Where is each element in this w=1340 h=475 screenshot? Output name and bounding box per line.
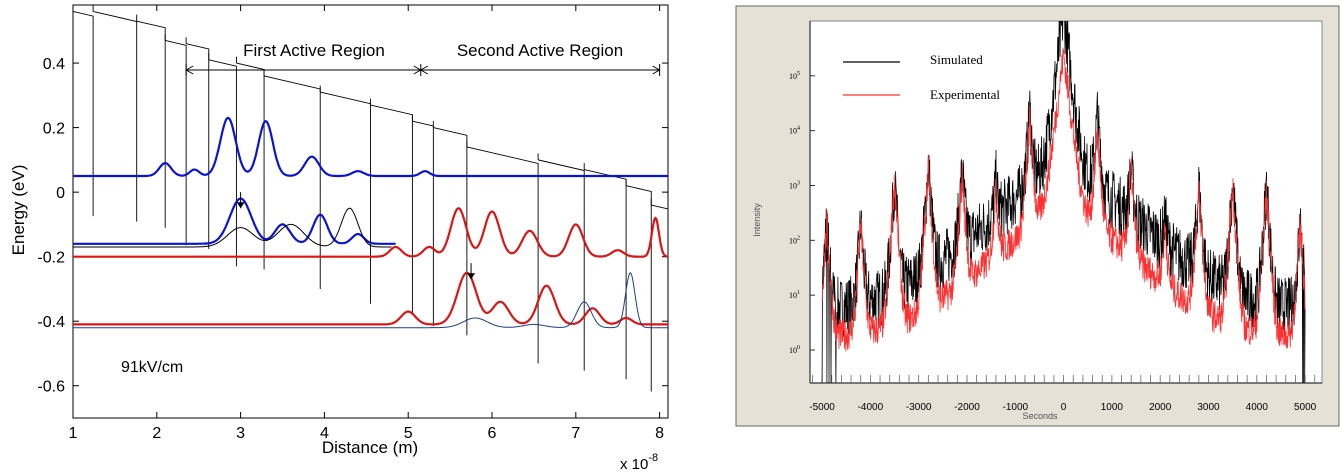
field-annotation: 91kV/cm (121, 359, 183, 376)
r-y-tick-label: 103 (789, 180, 800, 190)
conduction-band-segment (136, 14, 166, 228)
y-tick-label: -0.6 (37, 379, 65, 396)
r-x-tick-label: 1000 (1101, 402, 1124, 413)
conduction-band-segment (370, 98, 413, 315)
x-tick-label: 7 (571, 425, 580, 442)
transition-arrowhead (236, 202, 245, 209)
wavefunction-2 (73, 207, 392, 248)
conduction-band-segment (185, 37, 210, 249)
x-tick-label: 3 (236, 425, 245, 442)
r-x-tick-label: -4000 (858, 402, 884, 413)
r-y-tick-label: 105 (789, 71, 800, 81)
r-y-tick-label: 102 (789, 235, 800, 245)
r-x-tick-label: 2000 (1149, 402, 1172, 413)
r-x-tick-label: -5000 (809, 402, 835, 413)
conduction-band-segment (650, 198, 668, 409)
region-arrowhead (652, 65, 660, 75)
r-x-tick-label: -1000 (1002, 402, 1028, 413)
conduction-band-segment (432, 121, 468, 336)
conduction-band-segment (73, 5, 94, 217)
r-x-tick-label: 3000 (1197, 402, 1220, 413)
band-diagram-chart: 1 2 3 4 5 6 7 8 -0.6 -0.4 -0.2 0 0.2 0.4 First Active… (9, 4, 669, 473)
region-arrowhead (420, 65, 429, 75)
legend-simulated-label: Simulated (930, 52, 983, 67)
x-tick-label: 8 (655, 425, 664, 442)
y-tick-label: 0.2 (43, 121, 65, 138)
r-x-tick-label: -3000 (906, 402, 932, 413)
y-tick-label: 0.4 (43, 56, 65, 73)
r-y-tick-exponent: 1 (797, 290, 800, 296)
r-x-tick-label: 5000 (1294, 402, 1317, 413)
region-arrowhead (185, 65, 194, 75)
y-tick-label: -0.4 (37, 314, 65, 331)
wavefunction-1 (73, 197, 396, 245)
r-y-tick-label: 104 (789, 126, 800, 136)
r-y-tick-exponent: 3 (797, 180, 800, 186)
conduction-band-segment (235, 56, 265, 270)
x-tick-label: 5 (404, 425, 413, 442)
y-tick-label: -0.2 (37, 250, 65, 267)
x-multiplier-exponent: -8 (648, 452, 658, 464)
conduction-band-segment (164, 34, 187, 246)
r-y-tick-exponent: 2 (797, 235, 800, 241)
wavefunction-0 (73, 116, 668, 178)
y-axis-label: Energy (eV) (9, 165, 28, 256)
x-tick-label: 4 (320, 425, 329, 442)
r-y-tick-label: 100 (789, 345, 800, 355)
conduction-band-segment (208, 53, 237, 267)
wavefunction-4 (73, 271, 668, 326)
x-tick-label: 2 (152, 425, 161, 442)
r-y-tick-exponent: 5 (797, 71, 800, 77)
conduction-band-segment (466, 140, 539, 364)
conduction-band-segment (583, 163, 627, 380)
r-y-tick-exponent: 0 (797, 345, 800, 351)
x-tick-label: 6 (488, 425, 497, 442)
band-plot-area: 1 2 3 4 5 6 7 8 -0.6 -0.4 -0.2 0 0.2 0.4 (37, 4, 669, 442)
wavefunction-5 (73, 272, 668, 329)
r-x-axis-label: Seconds (1022, 411, 1058, 421)
x-multiplier-label: x 10-8 (620, 452, 658, 473)
first-region-label: First Active Region (243, 41, 385, 60)
intensity-plot-area: -5000 -4000 -3000 -2000 -1000 0 1000 2000 3000 40… (735, 5, 1340, 427)
band-content (73, 5, 668, 409)
transition-arrowhead (467, 273, 476, 280)
x-axis-label: Distance (m) (322, 438, 418, 457)
region-arrowhead (413, 65, 422, 75)
r-x-tick-label: -2000 (954, 402, 980, 413)
r-x-tick-label: 4000 (1246, 402, 1269, 413)
second-region-label: Second Active Region (457, 41, 623, 60)
conduction-band-segment (537, 153, 585, 371)
y-tick-label: 0 (56, 185, 65, 202)
x-tick-label: 1 (69, 425, 78, 442)
r-y-tick-exponent: 4 (797, 126, 800, 132)
intensity-content (821, 21, 1306, 383)
r-x-tick-label: 0 (1061, 402, 1067, 413)
intensity-series-1 (821, 47, 1306, 352)
r-y-tick-label: 101 (789, 290, 800, 300)
legend-experimental-label: Experimental (930, 87, 1000, 102)
wavefunction-3 (73, 207, 668, 258)
intensity-series-0 (821, 21, 1306, 383)
r-y-axis-label: Intensity (752, 203, 762, 237)
